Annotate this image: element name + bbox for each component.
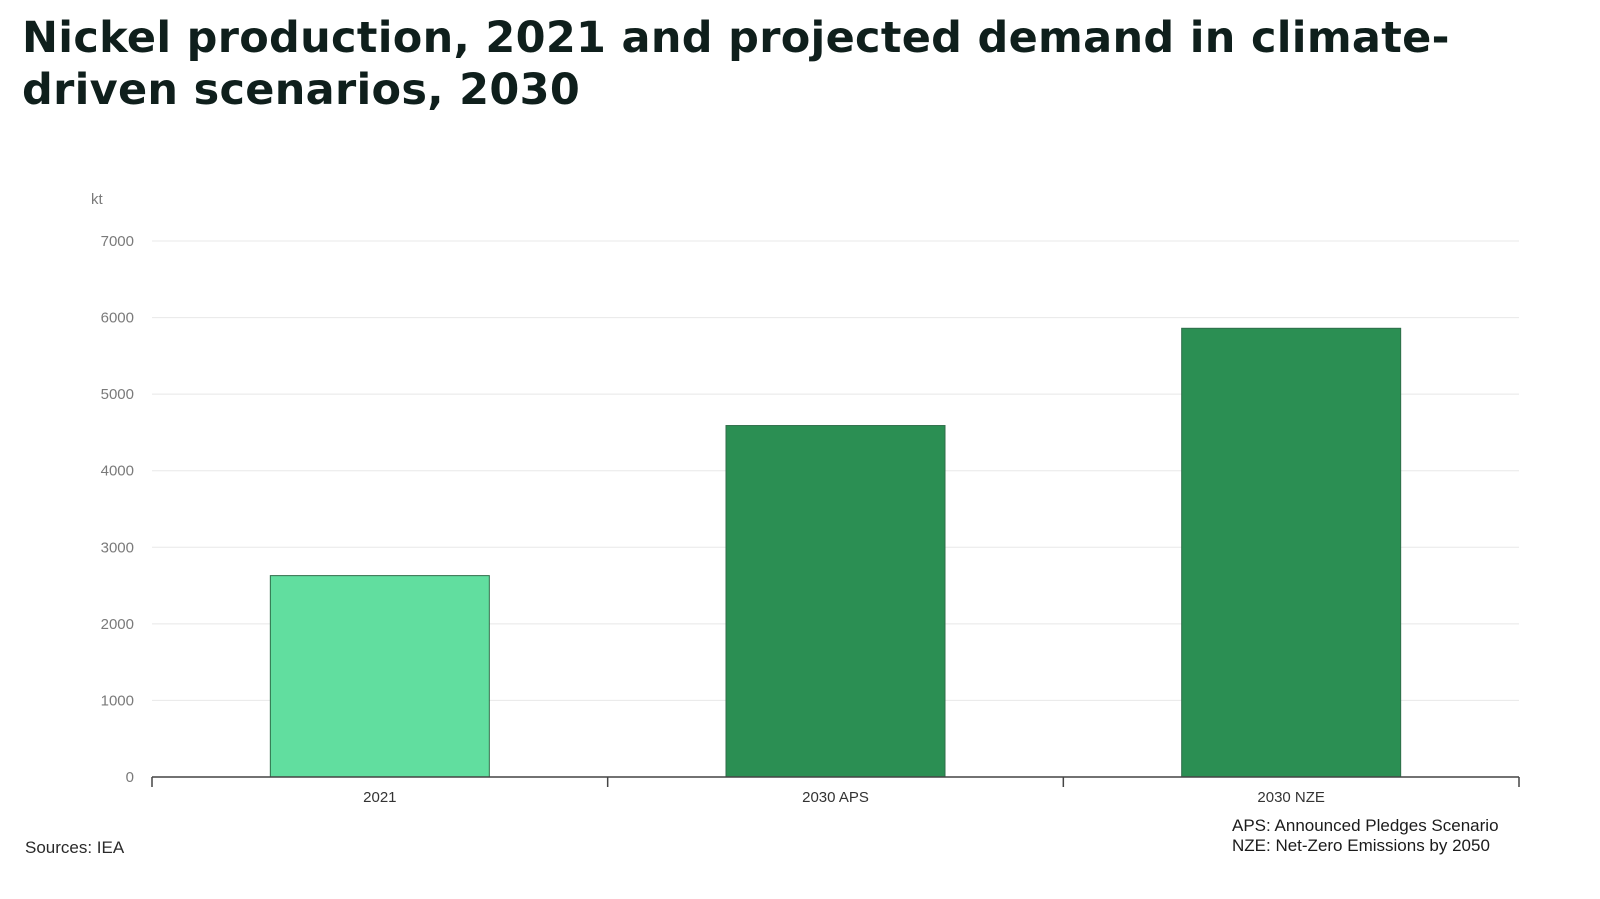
y-tick-label: 3000 [101,539,134,556]
y-axis-ticks: 0 1000 2000 3000 4000 5000 6000 7000 [101,233,134,786]
chart-title: Nickel production, 2021 and projected de… [22,13,1450,115]
y-tick-label: 0 [126,769,134,786]
x-tick-label: 2021 [363,789,396,806]
y-tick-label: 4000 [101,463,134,480]
y-tick-label: 7000 [101,233,134,250]
bar-2030-nze [1181,327,1402,778]
source-note: Sources: IEA [25,838,125,857]
x-tick-label: 2030 NZE [1257,789,1325,806]
bars [269,327,1402,778]
y-tick-label: 2000 [101,616,134,633]
x-tick-label: 2030 APS [802,789,869,806]
y-tick-label: 1000 [101,692,134,709]
x-axis-labels: 2021 2030 APS 2030 NZE [363,789,1325,806]
abbreviation-notes: APS: Announced Pledges Scenario NZE: Net… [1232,816,1499,856]
x-axis [151,776,1520,787]
bar-2030-aps [725,425,946,778]
bar-2021 [269,575,490,778]
y-axis-unit-label: kt [91,191,104,208]
note-nze: NZE: Net-Zero Emissions by 2050 [1232,836,1490,855]
note-aps: APS: Announced Pledges Scenario [1232,816,1499,835]
y-tick-label: 6000 [101,310,134,327]
y-tick-label: 5000 [101,386,134,403]
